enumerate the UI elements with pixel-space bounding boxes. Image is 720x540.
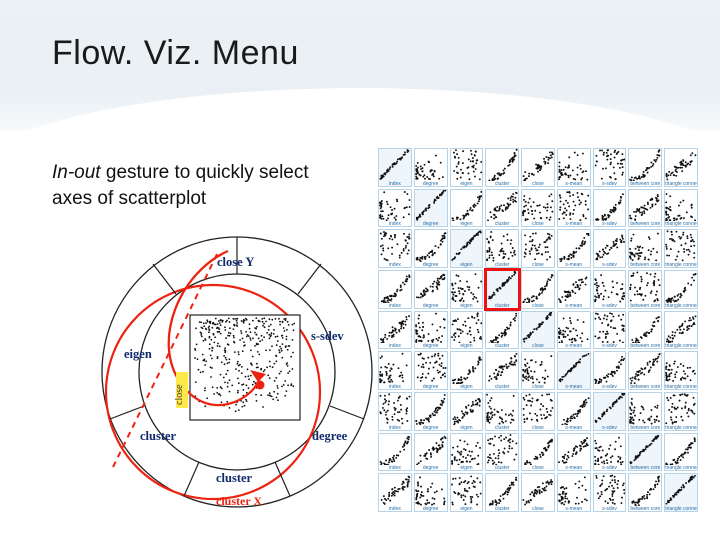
svg-text:close Y: close Y bbox=[217, 255, 254, 269]
splom-cell: triangle connected bbox=[664, 433, 698, 472]
splom-cell: close bbox=[521, 392, 555, 431]
splom-cell: degree bbox=[414, 351, 448, 390]
splom-cell: s-sdev bbox=[593, 433, 627, 472]
splom-cell: s-sdev bbox=[593, 148, 627, 187]
splom-cell: close bbox=[521, 433, 555, 472]
splom-cell: s-sdev bbox=[593, 270, 627, 309]
splom-cell: between core bbox=[628, 351, 662, 390]
splom-cell: triangle connected bbox=[664, 189, 698, 228]
splom-cell: s-mean bbox=[557, 392, 591, 431]
splom-cell: degree bbox=[414, 311, 448, 350]
splom-cell: between core bbox=[628, 433, 662, 472]
splom-cell: eigen bbox=[450, 148, 484, 187]
splom-cell: eigen bbox=[450, 433, 484, 472]
splom-cell: index bbox=[378, 189, 412, 228]
splom-cell: index bbox=[378, 311, 412, 350]
splom-cell: between core bbox=[628, 392, 662, 431]
splom-cell: index bbox=[378, 148, 412, 187]
splom-cell: degree bbox=[414, 148, 448, 187]
splom-cell: close bbox=[521, 311, 555, 350]
splom-cell: close bbox=[521, 473, 555, 512]
splom-cell: s-mean bbox=[557, 189, 591, 228]
splom-cell: eigen bbox=[450, 229, 484, 268]
splom-cell: degree bbox=[414, 229, 448, 268]
splom-cell: eigen bbox=[450, 189, 484, 228]
splom-cell: eigen bbox=[450, 270, 484, 309]
splom-cell: cluster bbox=[485, 473, 519, 512]
description: In-out gesture to quickly select axes of… bbox=[52, 160, 312, 211]
splom-cell: cluster bbox=[485, 392, 519, 431]
splom-cell: between core bbox=[628, 189, 662, 228]
svg-text:close: close bbox=[174, 384, 185, 405]
splom-cell: close bbox=[521, 351, 555, 390]
splom-cell: degree bbox=[414, 433, 448, 472]
splom-cell: eigen bbox=[450, 311, 484, 350]
splom-cell: s-mean bbox=[557, 311, 591, 350]
splom-cell: between core bbox=[628, 311, 662, 350]
splom-cell: index bbox=[378, 392, 412, 431]
splom-cell: cluster bbox=[485, 351, 519, 390]
splom-cell: index bbox=[378, 473, 412, 512]
splom-cell: close bbox=[521, 189, 555, 228]
splom-cell: index bbox=[378, 351, 412, 390]
splom-cell: s-sdev bbox=[593, 392, 627, 431]
splom-cell: between core bbox=[628, 148, 662, 187]
scatterplot-matrix: indexdegreeeigenclustercloses-means-sdev… bbox=[378, 148, 698, 512]
svg-text:s-sdev: s-sdev bbox=[311, 329, 344, 343]
splom-cell: close bbox=[521, 148, 555, 187]
svg-text:cluster: cluster bbox=[216, 471, 253, 485]
splom-cell: s-sdev bbox=[593, 473, 627, 512]
svg-text:degree: degree bbox=[312, 429, 348, 443]
splom-cell: s-sdev bbox=[593, 311, 627, 350]
svg-text:cluster X: cluster X bbox=[216, 494, 262, 508]
splom-cell: s-mean bbox=[557, 473, 591, 512]
svg-text:cluster: cluster bbox=[140, 429, 177, 443]
splom-cell: eigen bbox=[450, 351, 484, 390]
svg-text:eigen: eigen bbox=[124, 347, 152, 361]
splom-cell: s-mean bbox=[557, 229, 591, 268]
splom-cell: degree bbox=[414, 473, 448, 512]
splom-cell: triangle connected bbox=[664, 351, 698, 390]
splom-cell: triangle connected bbox=[664, 392, 698, 431]
splom-cell: s-mean bbox=[557, 433, 591, 472]
splom-cell: s-sdev bbox=[593, 229, 627, 268]
splom-cell: triangle connected bbox=[664, 270, 698, 309]
splom-cell: degree bbox=[414, 270, 448, 309]
splom-cell: cluster bbox=[485, 229, 519, 268]
splom-cell: between core bbox=[628, 270, 662, 309]
splom-cell: s-mean bbox=[557, 148, 591, 187]
splom-cell: triangle connected bbox=[664, 311, 698, 350]
splom-cell: cluster bbox=[485, 148, 519, 187]
splom-cell: degree bbox=[414, 392, 448, 431]
splom-cell: eigen bbox=[450, 392, 484, 431]
splom-cell: close bbox=[521, 270, 555, 309]
splom-cell: cluster bbox=[485, 311, 519, 350]
splom-cell: index bbox=[378, 433, 412, 472]
splom-cell: triangle connected bbox=[664, 229, 698, 268]
splom-cell: triangle connected bbox=[664, 148, 698, 187]
splom-cell: index bbox=[378, 229, 412, 268]
splom-cell: cluster bbox=[485, 189, 519, 228]
splom-cell: close bbox=[521, 229, 555, 268]
splom-cell: between core bbox=[628, 473, 662, 512]
splom-cell: s-mean bbox=[557, 270, 591, 309]
splom-cell: triangle connected bbox=[664, 473, 698, 512]
splom-cell: eigen bbox=[450, 473, 484, 512]
splom-cell: s-sdev bbox=[593, 351, 627, 390]
splom-cell: degree bbox=[414, 189, 448, 228]
splom-highlight bbox=[484, 268, 522, 310]
splom-cell: cluster bbox=[485, 433, 519, 472]
page-title: Flow. Viz. Menu bbox=[52, 34, 299, 73]
splom-cell: index bbox=[378, 270, 412, 309]
splom-cell: s-sdev bbox=[593, 189, 627, 228]
splom-cell: between core bbox=[628, 229, 662, 268]
radial-menu-figure: close Y s-sdev degree cluster cluster ei… bbox=[80, 222, 400, 522]
splom-cell: s-mean bbox=[557, 351, 591, 390]
